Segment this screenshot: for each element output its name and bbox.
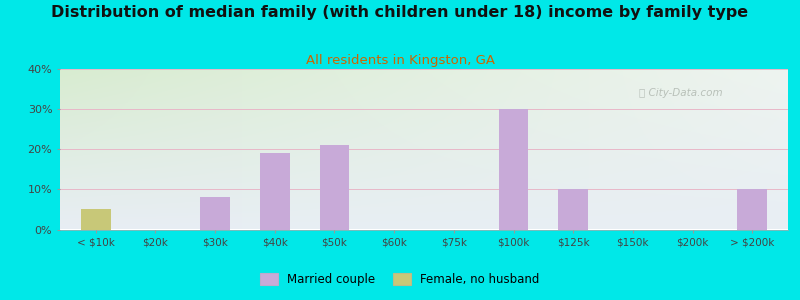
Bar bbox=[319, 145, 350, 230]
Bar bbox=[498, 109, 529, 230]
Bar bbox=[81, 209, 110, 230]
Text: Distribution of median family (with children under 18) income by family type: Distribution of median family (with chil… bbox=[51, 4, 749, 20]
Bar bbox=[558, 189, 588, 230]
Legend: Married couple, Female, no husband: Married couple, Female, no husband bbox=[255, 268, 545, 291]
Bar bbox=[260, 153, 290, 230]
Text: ⓘ City-Data.com: ⓘ City-Data.com bbox=[638, 88, 722, 98]
Bar bbox=[738, 189, 767, 230]
Bar bbox=[200, 197, 230, 230]
Text: All residents in Kingston, GA: All residents in Kingston, GA bbox=[306, 54, 494, 67]
